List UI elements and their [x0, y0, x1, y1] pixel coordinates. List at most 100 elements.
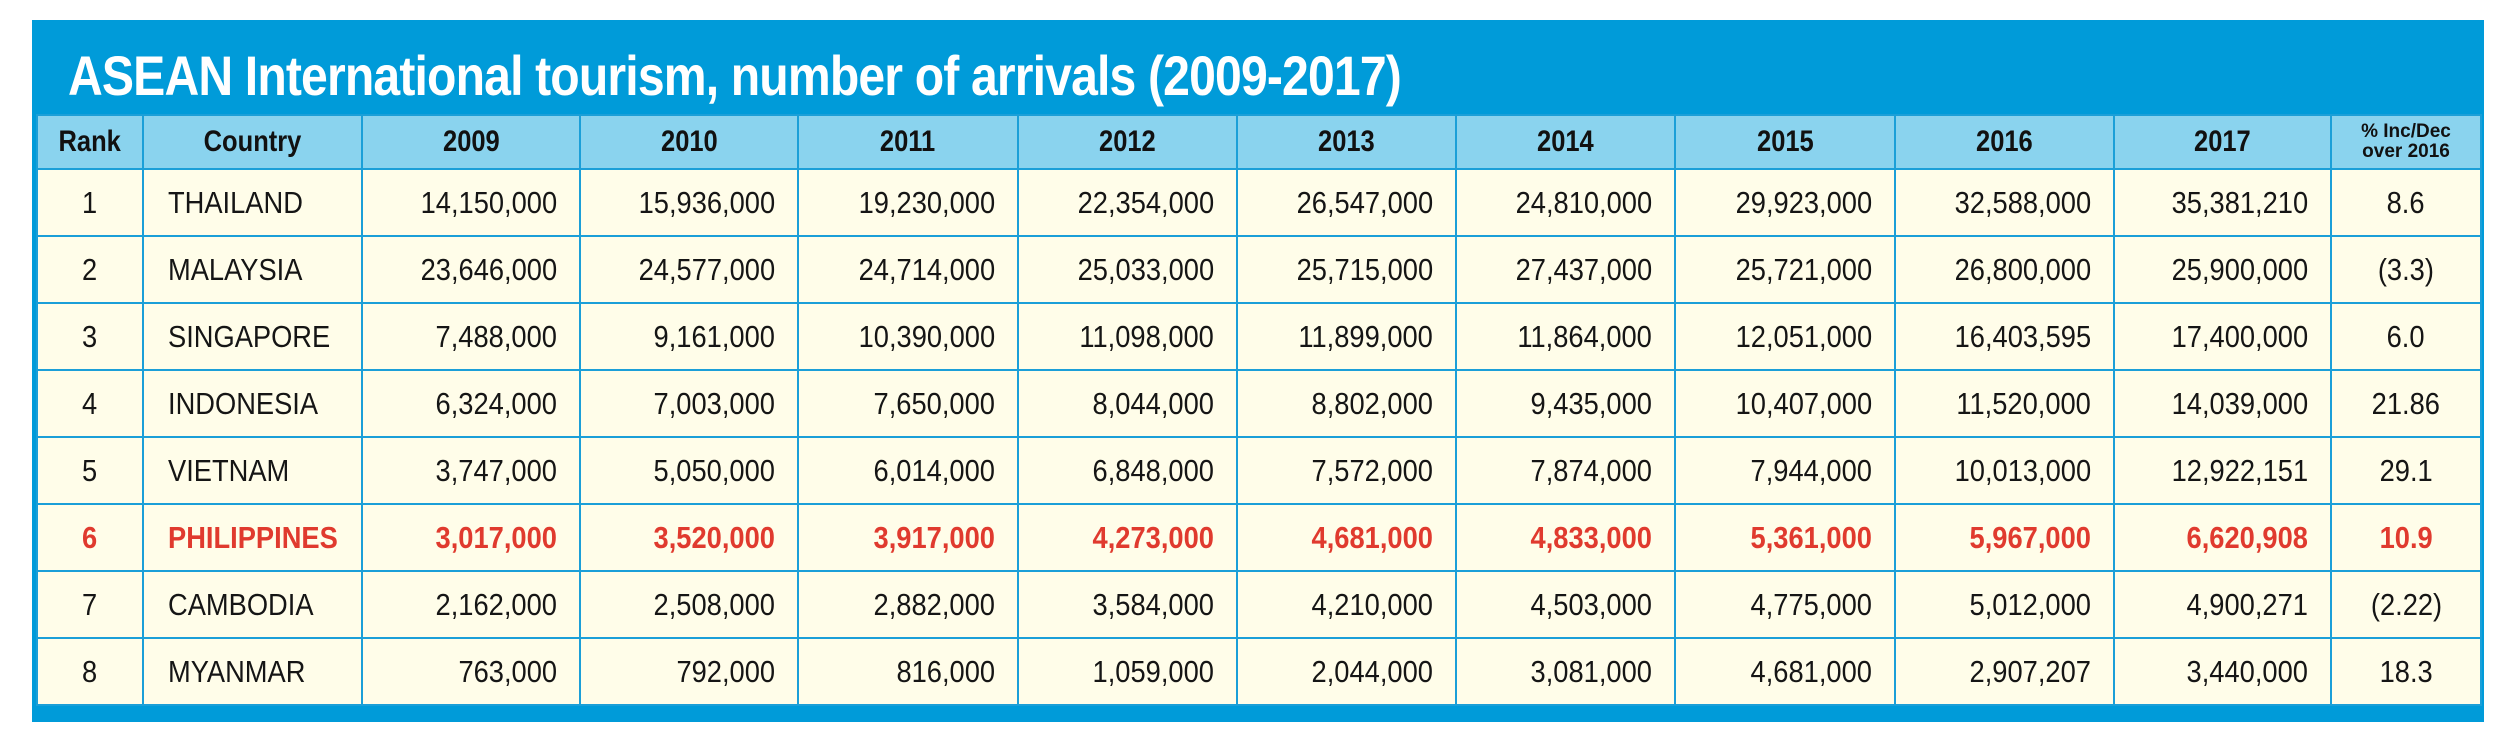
arrivals-cell: 3,440,000: [2113, 637, 2332, 706]
arrivals-cell: 8,044,000: [1017, 369, 1238, 438]
arrivals-cell: 14,150,000: [361, 168, 581, 237]
arrivals-cell: 3,747,000: [361, 436, 581, 505]
arrivals-cell: 6,848,000: [1017, 436, 1238, 505]
arrivals-cell: 7,650,000: [797, 369, 1019, 438]
pct-change-cell: 10.9: [2330, 503, 2482, 572]
arrivals-cell: 4,900,271: [2113, 570, 2332, 639]
arrivals-cell: 6,324,000: [361, 369, 581, 438]
country-cell: CAMBODIA: [142, 570, 363, 639]
arrivals-cell: 8,802,000: [1236, 369, 1457, 438]
table-row: 6 PHILIPPINES 3,017,000 3,520,000 3,917,000 4…: [36, 503, 2482, 572]
arrivals-cell: 3,917,000: [797, 503, 1019, 572]
arrivals-table: Rank Country 2009 2010 2011 2012 2013 20…: [36, 114, 2482, 706]
arrivals-cell: 4,210,000: [1236, 570, 1457, 639]
arrivals-cell: 816,000: [797, 637, 1019, 706]
table-row: 7 CAMBODIA 2,162,000 2,508,000 2,882,000 3,58…: [36, 570, 2482, 639]
arrivals-cell: 1,059,000: [1017, 637, 1238, 706]
table-row: 4 INDONESIA 6,324,000 7,003,000 7,650,000 8,0…: [36, 369, 2482, 438]
table-body: 1 THAILAND 14,150,000 15,936,000 19,230,000 2…: [36, 168, 2482, 706]
rank-cell: 3: [36, 302, 144, 371]
chart-title: ASEAN International tourism, number of a…: [68, 44, 1402, 107]
arrivals-cell: 2,882,000: [797, 570, 1019, 639]
header-year: 2009: [361, 114, 581, 170]
arrivals-cell: 7,003,000: [579, 369, 799, 438]
table-row: 1 THAILAND 14,150,000 15,936,000 19,230,000 2…: [36, 168, 2482, 237]
table-panel: ASEAN International tourism, number of a…: [32, 20, 2484, 722]
table-row: 8 MYANMAR 763,000 792,000 816,000 1,059,000 2,…: [36, 637, 2482, 706]
arrivals-cell: 10,390,000: [797, 302, 1019, 371]
arrivals-cell: 5,967,000: [1894, 503, 2115, 572]
pct-change-cell: (2.22): [2330, 570, 2482, 639]
rank-cell: 2: [36, 235, 144, 304]
arrivals-cell: 27,437,000: [1455, 235, 1676, 304]
rank-cell: 8: [36, 637, 144, 706]
arrivals-cell: 11,520,000: [1894, 369, 2115, 438]
arrivals-cell: 3,584,000: [1017, 570, 1238, 639]
header-year: 2011: [797, 114, 1019, 170]
arrivals-cell: 25,715,000: [1236, 235, 1457, 304]
header-year: 2013: [1236, 114, 1457, 170]
table-row: 3 SINGAPORE 7,488,000 9,161,000 10,390,000 11…: [36, 302, 2482, 371]
pct-change-cell: 21.86: [2330, 369, 2482, 438]
rank-cell: 1: [36, 168, 144, 237]
header-country: Country: [142, 114, 363, 170]
arrivals-cell: 11,899,000: [1236, 302, 1457, 371]
arrivals-cell: 2,162,000: [361, 570, 581, 639]
header-year: 2014: [1455, 114, 1676, 170]
arrivals-cell: 24,714,000: [797, 235, 1019, 304]
arrivals-cell: 29,923,000: [1674, 168, 1896, 237]
arrivals-cell: 3,017,000: [361, 503, 581, 572]
header-row: Rank Country 2009 2010 2011 2012 2013 20…: [36, 114, 2482, 170]
arrivals-cell: 9,161,000: [579, 302, 799, 371]
country-cell: MYANMAR: [142, 637, 363, 706]
arrivals-cell: 35,381,210: [2113, 168, 2332, 237]
arrivals-cell: 14,039,000: [2113, 369, 2332, 438]
header-pct-change: % Inc/Dec over 2016: [2330, 114, 2482, 170]
arrivals-cell: 26,547,000: [1236, 168, 1457, 237]
arrivals-cell: 15,936,000: [579, 168, 799, 237]
arrivals-cell: 6,014,000: [797, 436, 1019, 505]
header-year: 2016: [1894, 114, 2115, 170]
arrivals-cell: 12,051,000: [1674, 302, 1896, 371]
arrivals-cell: 22,354,000: [1017, 168, 1238, 237]
arrivals-cell: 7,572,000: [1236, 436, 1457, 505]
arrivals-cell: 24,810,000: [1455, 168, 1676, 237]
arrivals-cell: 17,400,000: [2113, 302, 2332, 371]
arrivals-cell: 5,361,000: [1674, 503, 1896, 572]
arrivals-cell: 10,407,000: [1674, 369, 1896, 438]
arrivals-cell: 26,800,000: [1894, 235, 2115, 304]
country-cell: MALAYSIA: [142, 235, 363, 304]
arrivals-cell: 10,013,000: [1894, 436, 2115, 505]
arrivals-cell: 25,900,000: [2113, 235, 2332, 304]
arrivals-cell: 4,681,000: [1674, 637, 1896, 706]
arrivals-cell: 16,403,595: [1894, 302, 2115, 371]
header-year: 2010: [579, 114, 799, 170]
arrivals-cell: 3,520,000: [579, 503, 799, 572]
arrivals-cell: 23,646,000: [361, 235, 581, 304]
arrivals-cell: 11,864,000: [1455, 302, 1676, 371]
pct-change-cell: (3.3): [2330, 235, 2482, 304]
table-row: 2 MALAYSIA 23,646,000 24,577,000 24,714,000 2…: [36, 235, 2482, 304]
rank-cell: 5: [36, 436, 144, 505]
table-row: 5 VIETNAM 3,747,000 5,050,000 6,014,000 6,848…: [36, 436, 2482, 505]
rank-cell: 7: [36, 570, 144, 639]
arrivals-cell: 2,907,207: [1894, 637, 2115, 706]
arrivals-cell: 2,508,000: [579, 570, 799, 639]
header-pct-line2: over 2016: [2362, 141, 2450, 162]
header-year: 2015: [1674, 114, 1896, 170]
country-cell: INDONESIA: [142, 369, 363, 438]
arrivals-cell: 4,775,000: [1674, 570, 1896, 639]
arrivals-cell: 4,833,000: [1455, 503, 1676, 572]
arrivals-cell: 9,435,000: [1455, 369, 1676, 438]
header-year: 2017: [2113, 114, 2332, 170]
arrivals-cell: 6,620,908: [2113, 503, 2332, 572]
country-cell: VIETNAM: [142, 436, 363, 505]
header-pct-line1: % Inc/Dec: [2361, 121, 2451, 142]
arrivals-cell: 763,000: [361, 637, 581, 706]
arrivals-cell: 792,000: [579, 637, 799, 706]
arrivals-cell: 2,044,000: [1236, 637, 1457, 706]
arrivals-cell: 5,050,000: [579, 436, 799, 505]
arrivals-cell: 25,033,000: [1017, 235, 1238, 304]
header-year: 2012: [1017, 114, 1238, 170]
arrivals-cell: 4,503,000: [1455, 570, 1676, 639]
